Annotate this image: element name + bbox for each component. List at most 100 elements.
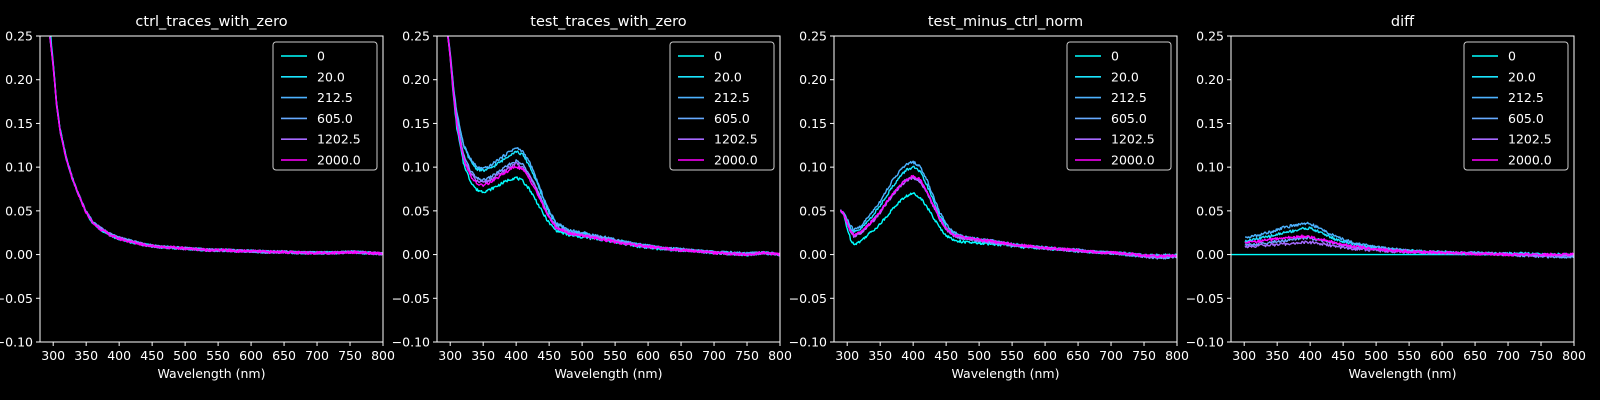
legend-entry-label: 2000.0 — [714, 153, 758, 168]
x-tick-label: 550 — [1397, 348, 1421, 363]
chart-panel-3: test_minus_ctrl_norm 300 350 400 450 500 550 60… — [789, 14, 1189, 381]
y-tick-label: 0.05 — [1196, 203, 1224, 218]
series-line-2000-0 — [447, 36, 780, 257]
legend-entry-label: 212.5 — [714, 90, 750, 105]
y-tick-label: 0.05 — [402, 203, 430, 218]
y-tick-label: 0.20 — [799, 72, 827, 87]
legend-entry-label: 605.0 — [1508, 111, 1544, 126]
y-tick-label: −0.10 — [1186, 335, 1224, 350]
x-tick-label: 750 — [338, 348, 362, 363]
legend: 0 20.0 212.5 605.0 1202.5 2000.0 — [272, 41, 378, 171]
x-tick-label: 550 — [206, 348, 230, 363]
chart-title: test_traces_with_zero — [530, 14, 687, 30]
series-line-2000-0 — [1244, 234, 1574, 257]
x-axis-label: Wavelength (nm) — [158, 366, 266, 381]
x-tick-label: 350 — [471, 348, 495, 363]
y-tick-label: 0.20 — [5, 72, 33, 87]
axes-frame — [436, 35, 781, 343]
legend-entry-label: 20.0 — [714, 69, 742, 84]
legend: 0 20.0 212.5 605.0 1202.5 2000.0 — [669, 41, 775, 171]
y-tick-label: 0.10 — [799, 160, 827, 175]
x-tick-label: 750 — [1132, 348, 1156, 363]
legend-box — [272, 41, 378, 171]
legend-entry-label: 212.5 — [1111, 90, 1147, 105]
y-tick-label: 0.00 — [402, 247, 430, 262]
y-tick-label: −0.05 — [1186, 291, 1224, 306]
y-tick-label: 0.25 — [5, 29, 33, 44]
x-tick-label: 650 — [1463, 348, 1487, 363]
legend-entry-label: 605.0 — [714, 111, 750, 126]
chart-panel-1: ctrl_traces_with_zero 300 350 400 450 500 550 6… — [0, 14, 395, 381]
x-tick-label: 600 — [1430, 348, 1454, 363]
legend-box — [1463, 41, 1569, 171]
x-tick-label: 600 — [239, 348, 263, 363]
y-tick-label: 0.00 — [799, 247, 827, 262]
legend-entry-label: 20.0 — [1111, 69, 1139, 84]
y-tick-label: 0.10 — [402, 160, 430, 175]
y-tick-label: −0.10 — [392, 335, 430, 350]
y-tick-label: 0.20 — [1196, 72, 1224, 87]
x-tick-label: 800 — [1562, 348, 1586, 363]
x-tick-label: 400 — [901, 348, 925, 363]
y-tick-label: 0.25 — [1196, 29, 1224, 44]
x-tick-label: 500 — [967, 348, 991, 363]
legend: 0 20.0 212.5 605.0 1202.5 2000.0 — [1066, 41, 1172, 171]
legend-entry-label: 0 — [317, 49, 325, 64]
series-line-212-5 — [447, 36, 780, 256]
y-tick-label: 0.15 — [5, 116, 33, 131]
y-tick-label: 0.15 — [799, 116, 827, 131]
x-tick-label: 800 — [768, 348, 792, 363]
y-tick-label: −0.05 — [0, 291, 33, 306]
x-axis-label: Wavelength (nm) — [555, 366, 663, 381]
y-tick-label: 0.20 — [402, 72, 430, 87]
x-tick-label: 400 — [1298, 348, 1322, 363]
x-tick-label: 450 — [537, 348, 561, 363]
series-line-0 — [840, 192, 1177, 259]
legend-entry-label: 212.5 — [317, 90, 353, 105]
legend-entry-label: 0 — [1508, 49, 1516, 64]
legend-entry-label: 605.0 — [1111, 111, 1147, 126]
y-tick-label: 0.10 — [1196, 160, 1224, 175]
x-tick-label: 700 — [1099, 348, 1123, 363]
x-tick-label: 650 — [1066, 348, 1090, 363]
axes-frame — [833, 35, 1178, 343]
legend-entry-label: 1202.5 — [1508, 132, 1552, 147]
y-tick-label: 0.15 — [402, 116, 430, 131]
x-tick-label: 600 — [1033, 348, 1057, 363]
x-tick-label: 300 — [41, 348, 65, 363]
x-axis-label: Wavelength (nm) — [1349, 366, 1457, 381]
y-tick-label: 0.00 — [5, 247, 33, 262]
y-tick-label: 0.25 — [402, 29, 430, 44]
legend-box — [1066, 41, 1172, 171]
series-lines — [49, 36, 383, 256]
x-tick-label: 650 — [669, 348, 693, 363]
x-tick-label: 300 — [835, 348, 859, 363]
series-lines — [839, 160, 1177, 260]
x-tick-label: 300 — [438, 348, 462, 363]
x-tick-label: 550 — [603, 348, 627, 363]
series-line-2000-0 — [49, 37, 383, 256]
legend-entry-label: 1202.5 — [714, 132, 758, 147]
legend-entry-label: 2000.0 — [317, 153, 361, 168]
y-tick-label: 0.25 — [799, 29, 827, 44]
axes-frame — [39, 35, 384, 343]
y-tick-label: 0.05 — [5, 203, 33, 218]
series-lines — [447, 36, 780, 257]
x-tick-label: 500 — [173, 348, 197, 363]
x-tick-label: 800 — [1165, 348, 1189, 363]
y-tick-label: −0.05 — [392, 291, 430, 306]
legend-entry-label: 0 — [714, 49, 722, 64]
y-tick-label: 0.00 — [1196, 247, 1224, 262]
legend-box — [669, 41, 775, 171]
series-line-2000-0 — [839, 174, 1177, 259]
x-tick-label: 750 — [1529, 348, 1553, 363]
legend-entry-label: 20.0 — [317, 69, 345, 84]
legend-entry-label: 20.0 — [1508, 69, 1536, 84]
legend-entry-label: 2000.0 — [1111, 153, 1155, 168]
x-tick-label: 350 — [1265, 348, 1289, 363]
chart-panel-4: diff 300 350 400 450 500 550 600 650 700 750 800 −0.… — [1186, 14, 1586, 381]
legend: 0 20.0 212.5 605.0 1202.5 2000.0 — [1463, 41, 1569, 171]
y-tick-label: −0.05 — [789, 291, 827, 306]
axes-frame — [1230, 35, 1575, 343]
